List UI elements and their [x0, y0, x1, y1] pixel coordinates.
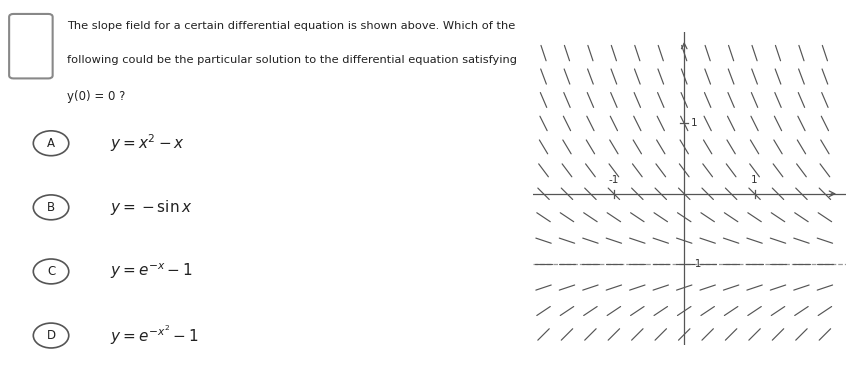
- Text: D: D: [47, 329, 56, 342]
- Text: C: C: [47, 265, 55, 278]
- Text: $y = x^2 - x$: $y = x^2 - x$: [110, 132, 185, 154]
- Circle shape: [33, 259, 69, 284]
- Text: $y = -\sin x$: $y = -\sin x$: [110, 198, 192, 217]
- Text: A: A: [47, 137, 55, 150]
- Text: B: B: [47, 201, 55, 214]
- FancyBboxPatch shape: [9, 14, 52, 78]
- Text: $y = e^{-x} - 1$: $y = e^{-x} - 1$: [110, 262, 193, 281]
- Circle shape: [33, 195, 69, 220]
- Circle shape: [33, 131, 69, 156]
- Text: The slope field for a certain differential equation is shown above. Which of the: The slope field for a certain differenti…: [67, 21, 515, 31]
- Text: $y = e^{-x^2} - 1$: $y = e^{-x^2} - 1$: [110, 324, 199, 347]
- Text: 1: 1: [691, 118, 698, 129]
- Text: -1: -1: [691, 259, 701, 269]
- Text: -1: -1: [608, 175, 619, 185]
- Text: y(0) = 0 ?: y(0) = 0 ?: [67, 90, 125, 103]
- Text: following could be the particular solution to the differential equation satisfyi: following could be the particular soluti…: [67, 55, 517, 65]
- Circle shape: [33, 323, 69, 348]
- Text: 1: 1: [751, 175, 758, 185]
